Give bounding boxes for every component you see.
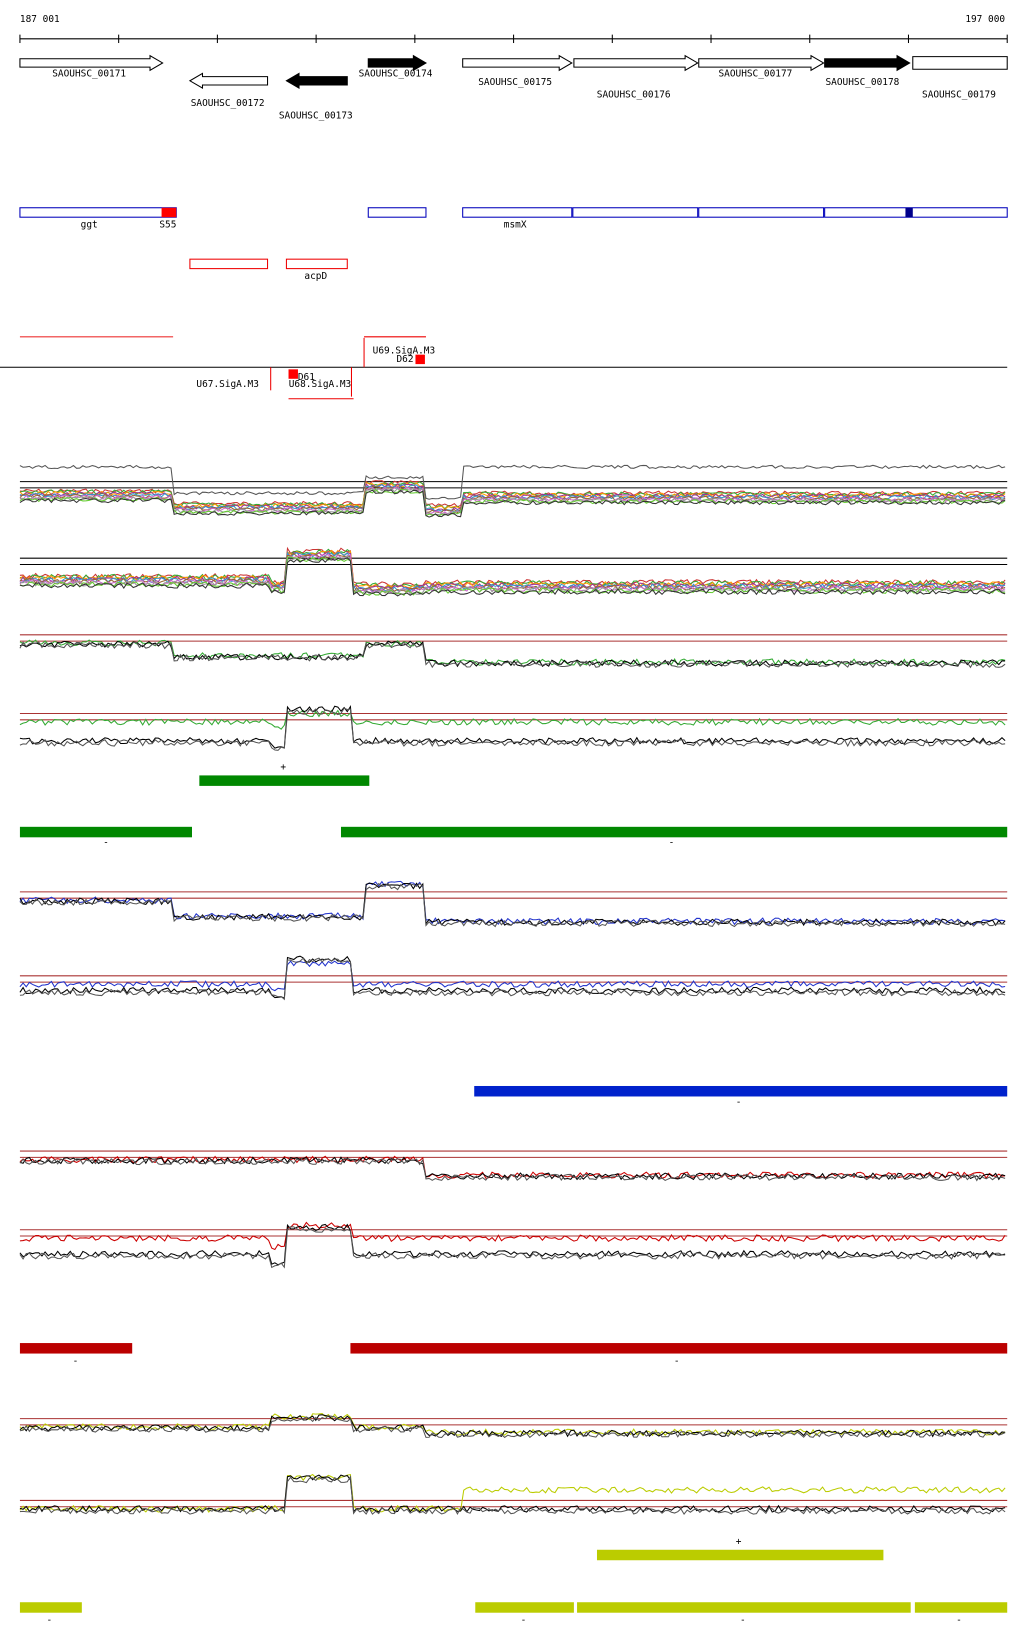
promoter-label: U69.SigA.M3 bbox=[373, 346, 436, 357]
signal-trace bbox=[19, 1473, 1006, 1513]
strand-label: - bbox=[740, 1615, 746, 1626]
gene-arrow bbox=[19, 54, 164, 72]
gene-arrow bbox=[824, 54, 911, 72]
gene-label: SAOUHSC_00176 bbox=[597, 90, 671, 101]
signal-trace bbox=[19, 955, 1006, 999]
strand-bar bbox=[474, 1085, 1008, 1097]
strand-label: - bbox=[103, 838, 109, 849]
gene-arrow bbox=[912, 56, 1008, 70]
signal-trace bbox=[19, 1414, 1006, 1438]
signal-trace bbox=[19, 1157, 1006, 1182]
strand-label: - bbox=[674, 1356, 680, 1367]
gene-arrow bbox=[285, 72, 348, 90]
promoter-label: U67.SigA.M3 bbox=[196, 379, 259, 390]
signal-trace bbox=[19, 1223, 1006, 1266]
promoter-label: U68.SigA.M3 bbox=[289, 379, 352, 390]
signal-trace bbox=[19, 486, 1006, 515]
feature-label: msmX bbox=[504, 220, 527, 231]
gene-label: SAOUHSC_00174 bbox=[359, 69, 433, 80]
signal-trace bbox=[19, 480, 1006, 508]
feature-box bbox=[572, 207, 699, 218]
feature-box bbox=[19, 207, 177, 218]
strand-label: - bbox=[956, 1615, 962, 1626]
gene-arrow bbox=[573, 54, 699, 72]
feature-box bbox=[367, 207, 427, 218]
promoter-block bbox=[288, 369, 298, 379]
signal-trace bbox=[19, 1221, 1006, 1251]
signal-trace bbox=[19, 960, 1006, 992]
signal-trace bbox=[19, 556, 1006, 597]
gene-arrow bbox=[698, 54, 825, 72]
feature-label: ggt bbox=[81, 220, 98, 231]
feature-box bbox=[698, 207, 825, 218]
ruler-start: 187 001 bbox=[20, 14, 60, 25]
signal-trace bbox=[19, 552, 1006, 594]
gene-arrow bbox=[188, 72, 269, 90]
strand-bar bbox=[596, 1549, 884, 1561]
strand-label: + bbox=[280, 762, 286, 773]
signal-trace bbox=[19, 485, 1006, 514]
strand-label: - bbox=[73, 1356, 79, 1367]
signal-trace bbox=[19, 1474, 1006, 1513]
gene-label: SAOUHSC_00175 bbox=[478, 77, 552, 88]
feature-mark bbox=[905, 207, 913, 218]
strand-label: - bbox=[521, 1615, 527, 1626]
signal-trace bbox=[19, 1475, 1006, 1516]
strand-label: - bbox=[46, 1615, 52, 1626]
promoter-block bbox=[415, 354, 425, 365]
signal-trace bbox=[19, 641, 1006, 669]
feature-box bbox=[285, 258, 348, 270]
signal-trace bbox=[19, 487, 1006, 516]
signal-trace bbox=[19, 546, 1006, 587]
gene-arrow bbox=[367, 54, 428, 72]
signal-trace bbox=[19, 557, 1006, 597]
feature-label: acpD bbox=[304, 271, 327, 282]
signal-trace bbox=[19, 707, 1006, 751]
promoter-label: D61 bbox=[298, 372, 315, 383]
signal-trace bbox=[19, 882, 1006, 927]
promoter-label: D62 bbox=[396, 354, 413, 365]
ruler-end: 197 000 bbox=[965, 14, 1005, 25]
feature-box bbox=[824, 207, 1008, 218]
signal-trace bbox=[19, 639, 1006, 667]
gene-label: SAOUHSC_00177 bbox=[718, 69, 792, 80]
signal-trace bbox=[19, 551, 1006, 591]
signal-trace bbox=[19, 464, 1006, 500]
signal-trace bbox=[19, 555, 1006, 595]
signal-trace bbox=[19, 1415, 1006, 1439]
signal-trace bbox=[19, 489, 1006, 518]
strand-label: + bbox=[736, 1537, 742, 1548]
strand-bar bbox=[19, 826, 193, 838]
strand-bar bbox=[914, 1602, 1008, 1613]
gene-label: SAOUHSC_00179 bbox=[922, 90, 996, 101]
gene-label: SAOUHSC_00178 bbox=[825, 77, 899, 88]
signal-trace bbox=[19, 709, 1006, 730]
gene-label: SAOUHSC_00171 bbox=[52, 69, 126, 80]
strand-bar bbox=[19, 1602, 82, 1613]
feature-box bbox=[462, 207, 573, 218]
signal-trace bbox=[19, 1226, 1006, 1269]
feature-label: S55 bbox=[159, 220, 176, 231]
strand-bar bbox=[350, 1343, 1008, 1354]
strand-bar bbox=[199, 775, 370, 786]
feature-mark bbox=[161, 207, 177, 218]
strand-bar bbox=[340, 826, 1008, 838]
gene-label: SAOUHSC_00172 bbox=[191, 98, 265, 109]
signal-trace bbox=[19, 880, 1006, 926]
gene-arrow bbox=[462, 54, 573, 72]
strand-bar bbox=[577, 1602, 911, 1613]
gene-label: SAOUHSC_00173 bbox=[279, 111, 353, 122]
strand-bar bbox=[19, 1343, 133, 1354]
signal-trace bbox=[19, 882, 1006, 928]
feature-box bbox=[189, 258, 269, 270]
signal-trace bbox=[19, 957, 1006, 1001]
strand-bar bbox=[475, 1602, 574, 1613]
strand-label: - bbox=[669, 838, 675, 849]
strand-label: - bbox=[736, 1097, 742, 1108]
